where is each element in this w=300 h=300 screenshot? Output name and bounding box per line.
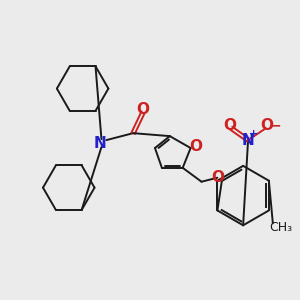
Text: O: O bbox=[224, 118, 237, 133]
Text: +: + bbox=[248, 129, 258, 139]
Text: O: O bbox=[260, 118, 273, 133]
Text: CH₃: CH₃ bbox=[269, 221, 292, 234]
Text: O: O bbox=[211, 170, 224, 185]
Text: −: − bbox=[270, 118, 282, 132]
Text: N: N bbox=[94, 136, 107, 151]
Text: O: O bbox=[136, 102, 150, 117]
Text: N: N bbox=[242, 133, 254, 148]
Text: O: O bbox=[189, 139, 202, 154]
